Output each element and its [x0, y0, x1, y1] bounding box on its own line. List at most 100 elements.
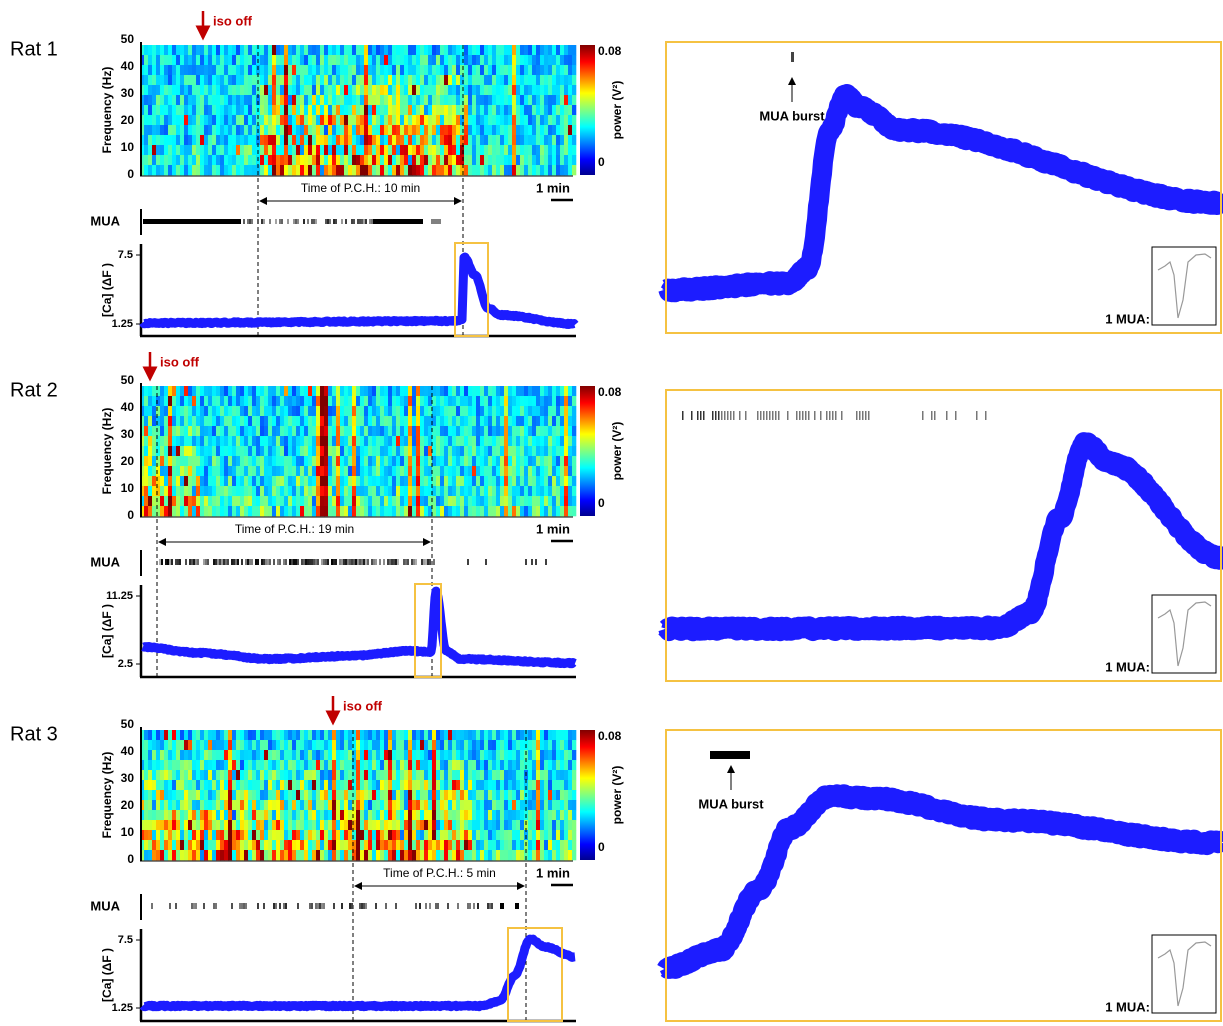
spectrogram-cell: [556, 95, 560, 105]
spectrogram-cell: [488, 446, 492, 456]
spectrogram-cell: [344, 466, 348, 476]
spectrogram-cell: [296, 750, 300, 760]
spectrogram-cell: [536, 820, 540, 830]
spectrogram-cell: [192, 760, 196, 770]
spectrogram-cell: [352, 55, 356, 65]
spectrogram-cell: [312, 740, 316, 750]
spectrogram-cell: [308, 800, 312, 810]
spectrogram-cell: [452, 416, 456, 426]
spectrogram-cell: [288, 466, 292, 476]
mua-spike: [305, 559, 307, 565]
spectrogram-cell: [152, 486, 156, 496]
y-tick-label: 0: [127, 508, 134, 522]
spectrogram-cell: [492, 800, 496, 810]
mua-spike: [431, 219, 433, 224]
spectrogram-cell: [168, 426, 172, 436]
spectrogram-cell: [236, 85, 240, 95]
spectrogram-cell: [532, 406, 536, 416]
spectrogram-cell: [224, 780, 228, 790]
spectrogram-cell: [276, 85, 280, 95]
spectrogram-cell: [520, 770, 524, 780]
spectrogram-cell: [560, 496, 564, 506]
spectrogram-cell: [400, 760, 404, 770]
spectrogram-cell: [460, 740, 464, 750]
mua-spike: [413, 559, 415, 565]
mua-spike: [327, 219, 329, 224]
spectrogram-cell: [236, 75, 240, 85]
spectrogram-cell: [360, 496, 364, 506]
spectrogram-cell: [212, 45, 216, 55]
spectrogram-cell: [404, 386, 408, 396]
mua-spike: [191, 559, 193, 565]
spectrogram-cell: [204, 790, 208, 800]
spectrogram-cell: [528, 125, 532, 135]
spectrogram-cell: [168, 115, 172, 125]
spectrogram-cell: [532, 416, 536, 426]
spectrogram-cell: [544, 436, 548, 446]
spectrogram-cell: [200, 386, 204, 396]
spectrogram-cell: [348, 790, 352, 800]
spectrogram-cell: [384, 65, 388, 75]
spectrogram-cell: [464, 840, 468, 850]
spectrogram-cell: [420, 456, 424, 466]
spectrogram-cell: [276, 165, 280, 175]
spectrogram-cell: [288, 506, 292, 516]
spectrogram-cell: [404, 436, 408, 446]
spectrogram-cell: [336, 800, 340, 810]
spectrogram-cell: [240, 155, 244, 165]
spectrogram-cell: [216, 740, 220, 750]
spectrogram-cell: [184, 45, 188, 55]
spectrogram-cell: [536, 386, 540, 396]
spectrogram-cell: [532, 850, 536, 860]
spectrogram-cell: [340, 790, 344, 800]
spectrogram-cell: [272, 426, 276, 436]
spectrogram-cell: [300, 115, 304, 125]
spectrogram-cell: [232, 75, 236, 85]
spectrogram-cell: [520, 105, 524, 115]
spectrogram-cell: [180, 155, 184, 165]
spectrogram-cell: [400, 406, 404, 416]
spectrogram-cell: [308, 780, 312, 790]
spectrogram-cell: [568, 456, 572, 466]
spectrogram-cell: [180, 810, 184, 820]
spectrogram-cell: [252, 446, 256, 456]
spectrogram-cell: [532, 466, 536, 476]
spectrogram-cell: [528, 95, 532, 105]
spectrogram-cell: [404, 115, 408, 125]
spectrogram-cell: [272, 506, 276, 516]
spectrogram-cell: [460, 456, 464, 466]
spectrogram-cell: [216, 820, 220, 830]
spectrogram-cell: [296, 830, 300, 840]
spectrogram-cell: [396, 840, 400, 850]
spectrogram-cell: [560, 155, 564, 165]
spectrogram-cell: [200, 105, 204, 115]
spectrogram-cell: [368, 386, 372, 396]
spectrogram-cell: [372, 476, 376, 486]
spectrogram-cell: [248, 780, 252, 790]
spectrogram-cell: [288, 145, 292, 155]
spectrogram-cell: [248, 760, 252, 770]
spectrogram-cell: [316, 155, 320, 165]
spectrogram-cell: [244, 406, 248, 416]
spectrogram-cell: [464, 476, 468, 486]
spectrogram-cell: [280, 446, 284, 456]
mua-spike: [281, 219, 283, 224]
spectrogram-cell: [168, 730, 172, 740]
spectrogram-cell: [280, 165, 284, 175]
spectrogram-cell: [344, 486, 348, 496]
spectrogram-cell: [432, 770, 436, 780]
spectrogram-cell: [152, 810, 156, 820]
spectrogram-cell: [544, 85, 548, 95]
spectrogram-cell: [372, 740, 376, 750]
spectrogram-cell: [216, 115, 220, 125]
spectrogram-cell: [496, 95, 500, 105]
spectrogram-cell: [272, 446, 276, 456]
spectrogram-cell: [556, 506, 560, 516]
mua-spike: [219, 219, 221, 224]
spectrogram-cell: [472, 780, 476, 790]
spectrogram-cell: [388, 115, 392, 125]
spectrogram-cell: [336, 790, 340, 800]
spectrogram-cell: [480, 55, 484, 65]
spectrogram-cell: [460, 800, 464, 810]
mua-spike: [303, 559, 305, 565]
